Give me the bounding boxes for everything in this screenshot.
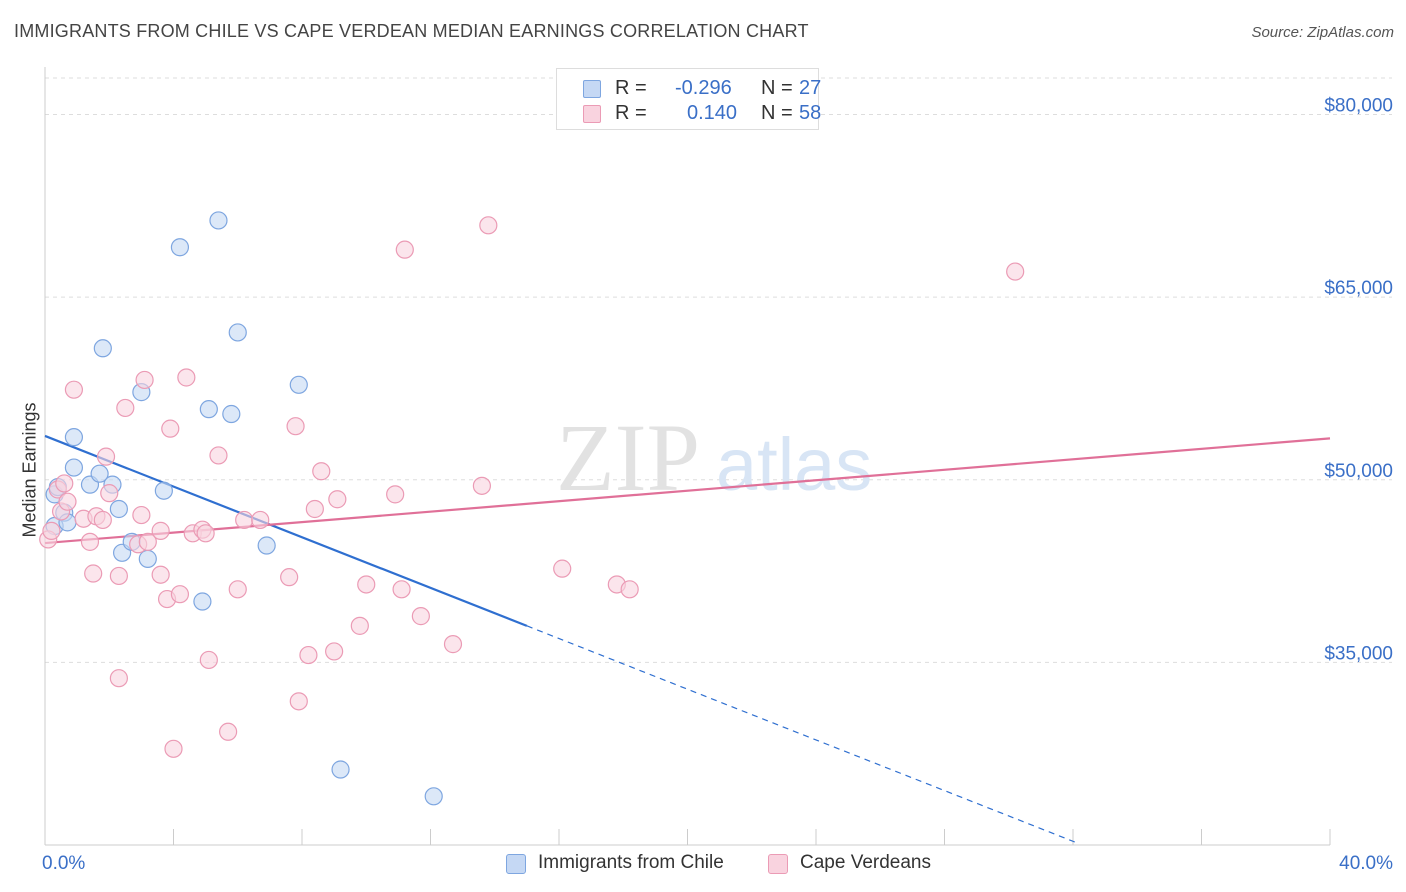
y-tick-label: $35,000 [1324,643,1393,664]
chile-point [222,404,241,424]
chile-point [93,339,112,358]
cape-verdean-point [199,650,218,670]
cape-verdean-point [620,580,639,599]
cape-verdean-point [58,492,77,511]
cape-verdean-point [84,564,103,583]
chile-point [154,481,173,500]
chile-point [257,536,276,555]
cape-verdean-point [386,485,405,504]
cape-verdean-point [325,642,344,661]
legend-n-label: N = [761,102,793,124]
legend-n-value: 58 [799,102,822,124]
cape-verdean-point [116,398,135,418]
chile-point [289,375,308,394]
cape-verdean-point [328,490,347,509]
chile-point [331,760,350,779]
chile-point [138,549,157,568]
legend-n-label: N = [761,77,793,99]
cape-verdean-point [299,645,318,665]
cape-verdean-point [251,510,270,530]
chile-trend-line [44,434,528,627]
y-tick-label: $80,000 [1324,96,1393,117]
legend-r-label: R = [615,77,647,99]
cape-verdean-point [289,692,308,711]
chile-point [64,458,84,477]
cape-verdean-point [196,524,215,543]
cape-verdean-point [138,532,157,551]
x-tick-label-min: 0.0% [42,853,85,874]
legend-r-value: -0.296 [675,77,732,99]
cape-verdean-point [177,368,196,387]
cape-verdean-point [151,521,170,540]
watermark-zip: ZIP [556,404,700,511]
cape-verdean-point [472,476,491,495]
cape-verdean-point [64,380,84,399]
chile-point [193,592,212,611]
chart-title: IMMIGRANTS FROM CHILE VS CAPE VERDEAN ME… [14,21,809,41]
cape-verdean-point [553,559,572,578]
watermark-atlas: atlas [716,423,872,506]
cape-verdean-point [135,370,154,390]
cape-verdean-point [209,446,228,465]
chile-point [90,464,109,483]
points-layer [39,211,1025,806]
cape-verdean-point [55,474,74,493]
correlation-legend: R = -0.296 N = 27 R = 0.140 N = 58 [556,68,822,130]
cape-verdean-point [164,739,183,758]
bottom-legend-swatch-cape [768,854,788,874]
legend-n-value: 27 [799,77,822,99]
legend-swatch-chile [583,80,601,98]
legend-r-value: 0.140 [687,102,738,124]
axes-layer [44,67,1331,846]
cape-verdean-point [392,580,411,599]
chile-point [209,211,228,230]
legend-r-label: R = [615,102,647,124]
source-credit: Source: ZipAtlas.com [1251,24,1394,41]
y-tick-label: $65,000 [1324,278,1393,299]
cape-verdean-point [350,616,369,635]
cape-verdean-point [357,575,376,594]
cape-verdean-point [96,447,116,466]
bottom-legend-swatch-chile [506,854,526,874]
cape-verdean-point [280,568,299,587]
cape-verdean-point [228,580,247,599]
cape-verdean-point [235,510,254,530]
cape-verdean-point [132,505,151,525]
legend-swatch-cape [583,105,601,123]
cape-verdean-point [161,419,180,438]
bottom-legend-label: Immigrants from Chile [538,852,724,873]
y-tick-label: $50,000 [1324,461,1393,482]
chile-point [424,787,443,806]
bottom-legend-label: Cape Verdeans [800,852,931,873]
cape-verdean-point [411,607,430,626]
cape-verdean-point [170,585,190,604]
cape-verdean-point [151,565,170,584]
chile-point [109,499,128,519]
chile-point [228,323,247,342]
cape-verdean-point [395,240,414,259]
cape-verdean-point [443,635,463,654]
cape-verdean-point [312,462,331,481]
chile-point [64,428,84,447]
cape-verdean-point [100,484,119,503]
chile-trend-extension [526,625,1077,844]
y-axis-label: Median Earnings [19,402,40,538]
cape-verdean-point [109,566,128,586]
grid-layer [45,77,1392,663]
chile-point [199,400,218,419]
cape-verdean-point [479,216,498,235]
cape-verdean-point [42,521,61,540]
cape-verdean-point [286,417,305,436]
cape-verdean-point [109,669,128,688]
cape-verdean-point [80,532,100,551]
cape-verdean-point [305,499,324,519]
x-tick-label-max: 40.0% [1339,853,1393,874]
labels-layer: $35,000 $50,000 $65,000 $80,000 0.0% 40.0% [42,96,1393,874]
cape-verdean-point [1006,262,1025,281]
chile-point [170,238,190,257]
cape-verdean-point [93,510,112,530]
cape-verdean-point [219,722,238,741]
